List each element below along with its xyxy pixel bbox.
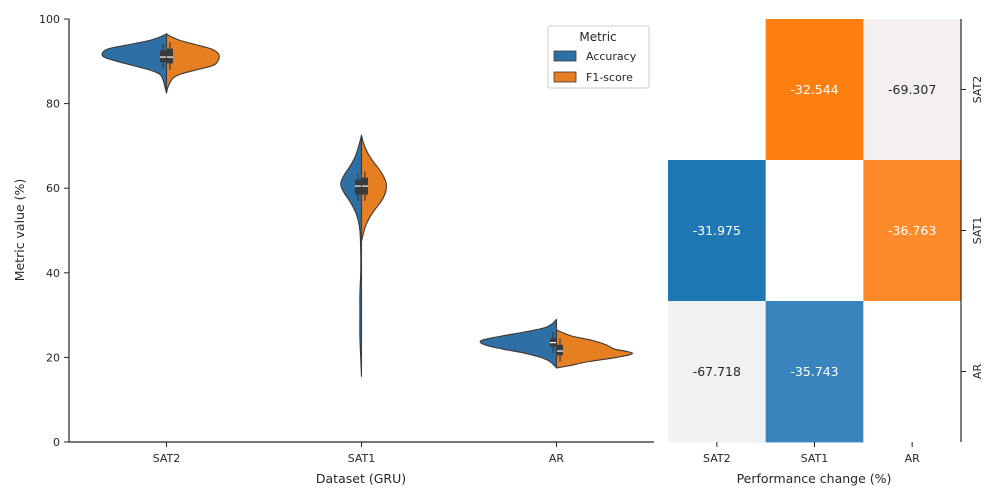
y-tick-label: 80 (46, 98, 60, 111)
heatmap-y-tick-label: AR (971, 364, 984, 380)
heatmap-x-tick-label: AR (905, 452, 921, 465)
heatmap-cells: -32.544 -69.307 -31.975 -36.763 -67.718 -35.7… (668, 19, 962, 443)
violin-panel: 0 20 40 60 80 100 SAT2 SAT1 AR Dataset (GRU) Met… (12, 13, 654, 486)
heatmap-y-tick-label: SAT1 (971, 217, 984, 245)
y-tick-label: 100 (39, 13, 60, 26)
legend: Metric Accuracy F1-score (547, 25, 650, 89)
violin-ticks: 0 20 40 60 80 100 SAT2 SAT1 AR (39, 13, 564, 465)
heatmap-x-tick-label: SAT1 (801, 452, 829, 465)
violin-f1-score-sat1 (360, 134, 388, 242)
legend-label-accuracy: Accuracy (586, 50, 637, 63)
x-tick-label: SAT2 (153, 452, 181, 465)
y-tick-label: 60 (46, 182, 60, 195)
legend-title: Metric (579, 30, 616, 44)
box-iqr (167, 48, 173, 64)
heatmap-cell (863, 19, 962, 161)
y-tick-label: 20 (46, 351, 60, 364)
violin-accuracy-sat1 (340, 134, 363, 377)
legend-swatch-f1 (553, 71, 577, 83)
heatmap-panel: -32.544 -69.307 -31.975 -36.763 -67.718 -35.7… (668, 19, 984, 486)
x-tick-label: SAT1 (348, 452, 376, 465)
heatmap-cell-label: -69.307 (888, 82, 936, 97)
heatmap-cell-label: -32.544 (790, 82, 838, 97)
heatmap-cell (765, 19, 864, 161)
violin-accuracy-ar (479, 318, 558, 369)
heatmap-cell (668, 19, 767, 161)
violin-accuracy-sat2 (101, 33, 168, 94)
x-tick-label: AR (549, 452, 565, 465)
heatmap-cell (863, 301, 962, 443)
heatmap-cell (863, 160, 962, 302)
heatmap-cell-label: -35.743 (790, 364, 838, 379)
heatmap-y-tick-label: SAT2 (971, 76, 984, 104)
y-tick-label: 0 (53, 436, 60, 449)
heatmap-cell-label: -36.763 (888, 223, 936, 238)
heatmap-x-tick-label: SAT2 (703, 452, 731, 465)
heatmap-cell-label: -67.718 (693, 364, 741, 379)
violin-f1-score-sat2 (165, 33, 220, 94)
box-iqr (160, 50, 166, 63)
heatmap-cell (668, 301, 767, 443)
legend-label-f1: F1-score (586, 71, 633, 84)
violin-y-axis-label: Metric value (%) (12, 179, 27, 282)
y-tick-label: 40 (46, 267, 60, 280)
heatmap-cell (668, 160, 767, 302)
heatmap-x-axis-label: Performance change (%) (737, 471, 892, 486)
heatmap-cell (765, 301, 864, 443)
violin-f1-score-ar (555, 329, 634, 369)
box-iqr (557, 344, 563, 356)
box-iqr (355, 179, 361, 195)
legend-swatch-accuracy (553, 50, 577, 62)
violin-shapes (101, 33, 634, 377)
heatmap-ticks: SAT2 SAT1 AR SAT2 SAT1 AR (703, 76, 984, 465)
heatmap-cell (765, 160, 864, 302)
heatmap-cell-label: -31.975 (693, 223, 741, 238)
violin-x-axis-label: Dataset (GRU) (316, 471, 406, 486)
